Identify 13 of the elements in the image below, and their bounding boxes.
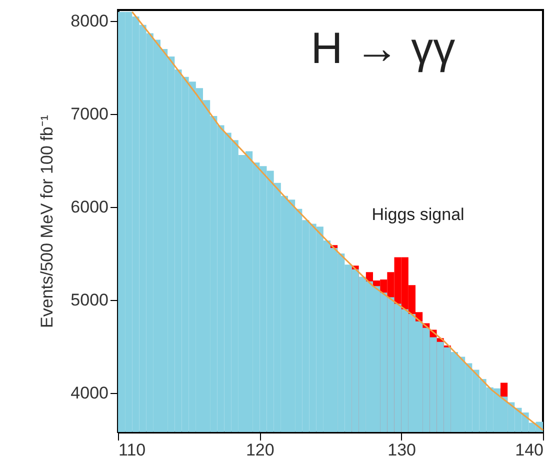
y-tick-label: 8000: [70, 12, 108, 31]
x-tick-label: 130: [388, 440, 416, 460]
x-tick-label: 120: [246, 440, 274, 460]
x-tick-label: 140: [515, 440, 544, 460]
annotation: H → γγ: [310, 24, 456, 73]
y-axis-title: Events/500 MeV for 100 fb⁻¹: [38, 114, 57, 328]
y-tick-label: 5000: [70, 290, 108, 310]
line-series: [131, 11, 544, 431]
annotation: Higgs signal: [372, 205, 464, 224]
y-tick-label: 4000: [70, 383, 108, 402]
x-tick-label: 110: [118, 440, 146, 460]
y-tick-label: 7000: [70, 104, 108, 124]
y-tick-label: 6000: [70, 198, 108, 217]
